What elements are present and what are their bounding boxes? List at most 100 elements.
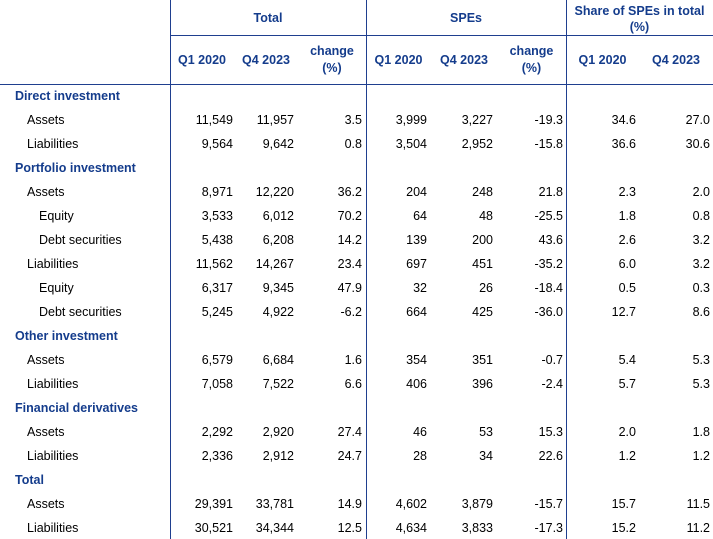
group-label: Other investment xyxy=(15,329,118,343)
cell-total-change: 24.7 xyxy=(337,449,362,463)
cell-spes-change: -15.8 xyxy=(534,137,564,151)
cell-share-q1: 2.3 xyxy=(618,185,636,199)
cell-share-q4: 5.3 xyxy=(692,353,710,367)
row-label: Assets xyxy=(27,353,65,367)
cell-share-q4: 3.2 xyxy=(692,233,710,247)
cell-spes-change: 21.8 xyxy=(538,185,563,199)
cell-spes-q4: 451 xyxy=(472,257,493,271)
cell-total-q1: 30,521 xyxy=(194,521,233,535)
cell-spes-change: -17.3 xyxy=(534,521,564,535)
cell-spes-change: 22.6 xyxy=(538,449,563,463)
row-label: Liabilities xyxy=(27,137,79,151)
cell-total-q1: 8,971 xyxy=(201,185,233,199)
cell-spes-q1: 406 xyxy=(406,377,427,391)
cell-share-q4: 30.6 xyxy=(685,137,710,151)
cell-spes-change: -25.5 xyxy=(534,209,564,223)
cell-spes-q1: 32 xyxy=(413,281,427,295)
cell-total-q1: 9,564 xyxy=(201,137,233,151)
cell-total-q4: 2,912 xyxy=(262,449,294,463)
cell-total-q4: 34,344 xyxy=(255,521,294,535)
cell-total-q4: 33,781 xyxy=(255,497,294,511)
cell-share-q1: 5.4 xyxy=(618,353,636,367)
col-share-q4: Q4 2023 xyxy=(652,53,700,67)
cell-spes-q4: 48 xyxy=(479,209,493,223)
cell-share-q1: 1.8 xyxy=(618,209,636,223)
row-label: Liabilities xyxy=(27,449,79,463)
cell-spes-q4: 425 xyxy=(472,305,493,319)
cell-spes-q4: 3,879 xyxy=(461,497,493,511)
cell-share-q4: 0.3 xyxy=(692,281,710,295)
cell-total-q1: 6,579 xyxy=(201,353,233,367)
group-label: Financial derivatives xyxy=(15,401,138,415)
cell-share-q4: 2.0 xyxy=(692,185,710,199)
row-label: Assets xyxy=(27,497,65,511)
row-label: Equity xyxy=(39,209,74,223)
col-total-q4: Q4 2023 xyxy=(242,53,290,67)
cell-total-q1: 5,438 xyxy=(201,233,233,247)
cell-spes-change: -15.7 xyxy=(534,497,564,511)
cell-spes-q1: 354 xyxy=(406,353,427,367)
cell-total-q4: 14,267 xyxy=(255,257,294,271)
cell-total-q1: 11,549 xyxy=(195,113,233,127)
cell-share-q4: 27.0 xyxy=(685,113,710,127)
cell-total-q1: 3,533 xyxy=(201,209,233,223)
header-share: Share of SPEs in total xyxy=(574,4,705,18)
divider-share xyxy=(566,0,567,539)
cell-spes-q1: 664 xyxy=(406,305,427,319)
row-label: Assets xyxy=(27,185,65,199)
divider-total xyxy=(170,0,171,539)
cell-share-q4: 0.8 xyxy=(692,209,710,223)
cell-total-q4: 9,642 xyxy=(262,137,294,151)
group-label: Portfolio investment xyxy=(15,161,136,175)
cell-spes-change: -35.2 xyxy=(534,257,564,271)
cell-share-q1: 0.5 xyxy=(618,281,636,295)
cell-share-q1: 6.0 xyxy=(618,257,636,271)
cell-spes-q1: 4,602 xyxy=(395,497,427,511)
cell-total-q1: 7,058 xyxy=(201,377,233,391)
cell-share-q1: 34.6 xyxy=(611,113,636,127)
cell-total-change: 6.6 xyxy=(344,377,362,391)
cell-spes-q4: 34 xyxy=(479,449,493,463)
cell-spes-change: -36.0 xyxy=(534,305,564,319)
cell-spes-q4: 2,952 xyxy=(461,137,493,151)
row-label: Liabilities xyxy=(27,257,79,271)
cell-spes-q4: 53 xyxy=(479,425,493,439)
cell-total-change: 14.9 xyxy=(337,497,362,511)
cell-total-q1: 6,317 xyxy=(201,281,233,295)
cell-total-change: 14.2 xyxy=(337,233,362,247)
cell-spes-q1: 46 xyxy=(413,425,427,439)
cell-share-q4: 3.2 xyxy=(692,257,710,271)
cell-total-q4: 9,345 xyxy=(262,281,294,295)
cell-share-q4: 11.5 xyxy=(686,497,710,511)
col-spes-change: change xyxy=(509,44,554,58)
cell-spes-q1: 64 xyxy=(413,209,427,223)
group-label: Total xyxy=(15,473,44,487)
cell-total-change: 70.2 xyxy=(337,209,362,223)
cell-share-q4: 1.2 xyxy=(692,449,710,463)
row-label: Assets xyxy=(27,425,65,439)
row-label: Liabilities xyxy=(27,377,79,391)
cell-spes-q4: 26 xyxy=(479,281,493,295)
cell-total-change: 27.4 xyxy=(337,425,362,439)
row-label: Debt securities xyxy=(39,305,122,319)
cell-total-q1: 2,292 xyxy=(201,425,233,439)
cell-spes-change: 15.3 xyxy=(538,425,563,439)
cell-share-q1: 2.6 xyxy=(618,233,636,247)
header-rule-top xyxy=(170,35,713,36)
cell-total-change: 3.5 xyxy=(344,113,362,127)
cell-total-q1: 5,245 xyxy=(201,305,233,319)
col-spes-change-unit: (%) xyxy=(521,61,542,75)
cell-spes-q1: 3,504 xyxy=(395,137,427,151)
cell-share-q1: 2.0 xyxy=(618,425,636,439)
cell-share-q1: 36.6 xyxy=(611,137,636,151)
cell-total-change: -6.2 xyxy=(340,305,362,319)
cell-total-change: 0.8 xyxy=(344,137,362,151)
cell-spes-q1: 4,634 xyxy=(395,521,427,535)
cell-spes-q4: 248 xyxy=(472,185,493,199)
row-label: Liabilities xyxy=(27,521,79,535)
cell-total-q4: 6,012 xyxy=(262,209,294,223)
col-total-change-unit: (%) xyxy=(322,61,342,75)
cell-spes-q4: 351 xyxy=(472,353,493,367)
group-label: Direct investment xyxy=(15,89,120,103)
cell-total-q1: 29,391 xyxy=(194,497,233,511)
